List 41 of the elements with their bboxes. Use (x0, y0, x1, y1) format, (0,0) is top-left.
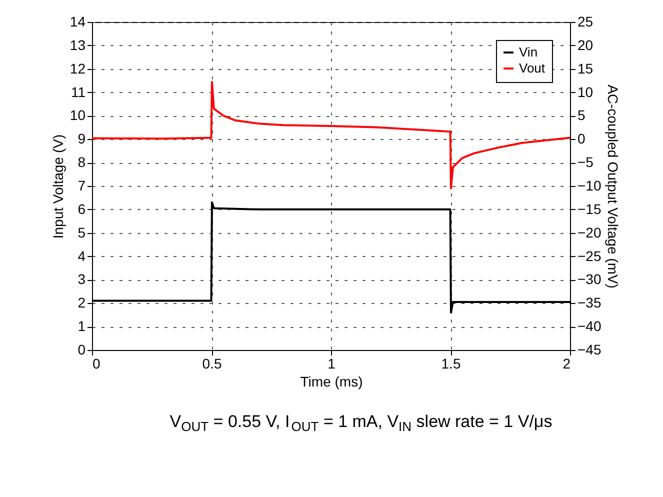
y-tick-label: 11 (70, 84, 86, 100)
y2-tick-label: −10 (578, 178, 602, 194)
y2-tick-label: −45 (578, 342, 602, 358)
line-series (91, 80, 571, 190)
x-tick-label: 0.5 (202, 356, 222, 372)
y-tick-label: 12 (70, 60, 86, 76)
y-tick-label: 10 (70, 107, 86, 124)
y-tick-label: 1 (78, 318, 86, 334)
y2-tick-label: 10 (578, 84, 594, 100)
y2-tick-label: −25 (578, 248, 602, 264)
legend-label: Vout (519, 60, 546, 76)
y2-tick-label: −5 (578, 154, 594, 170)
y2-tick-label: −35 (578, 294, 602, 311)
y2-tick-label: 15 (578, 60, 594, 76)
legend-label: Vin (519, 44, 538, 60)
y2-tick-label: 5 (578, 107, 586, 124)
y-tick-label: 5 (78, 224, 86, 240)
y-tick-label: 2 (78, 294, 86, 311)
y-tick-label: 6 (78, 200, 86, 217)
x-axis-title: Time (ms) (300, 374, 363, 390)
y2-axis-title: AC-coupled Output Voltage (mV) (605, 84, 622, 288)
y2-tick-label: −30 (578, 271, 602, 288)
y-tick-label: 7 (78, 178, 86, 194)
y-tick-label: 9 (78, 130, 86, 147)
y2-tick-label: 20 (578, 36, 594, 53)
y-axis-title: Input Voltage (V) (50, 134, 66, 239)
x-tick-label: 1 (328, 356, 336, 372)
y2-tick-label: 25 (578, 14, 594, 30)
x-tick-label: 0 (92, 356, 100, 372)
y-tick-label: 4 (78, 248, 86, 264)
y-tick-label: 0 (78, 342, 86, 358)
y-tick-label: 13 (70, 36, 86, 53)
y2-tick-label: 0 (578, 130, 586, 147)
y-tick-label: 14 (70, 14, 86, 30)
y2-tick-label: −20 (578, 224, 602, 240)
x-tick-label: 1.5 (441, 356, 461, 372)
y-tick-label: 8 (78, 154, 86, 170)
y2-tick-label: −15 (578, 200, 602, 217)
x-tick-label: 2 (562, 356, 571, 372)
y2-tick-label: −40 (578, 318, 602, 334)
y-tick-label: 3 (78, 271, 86, 288)
